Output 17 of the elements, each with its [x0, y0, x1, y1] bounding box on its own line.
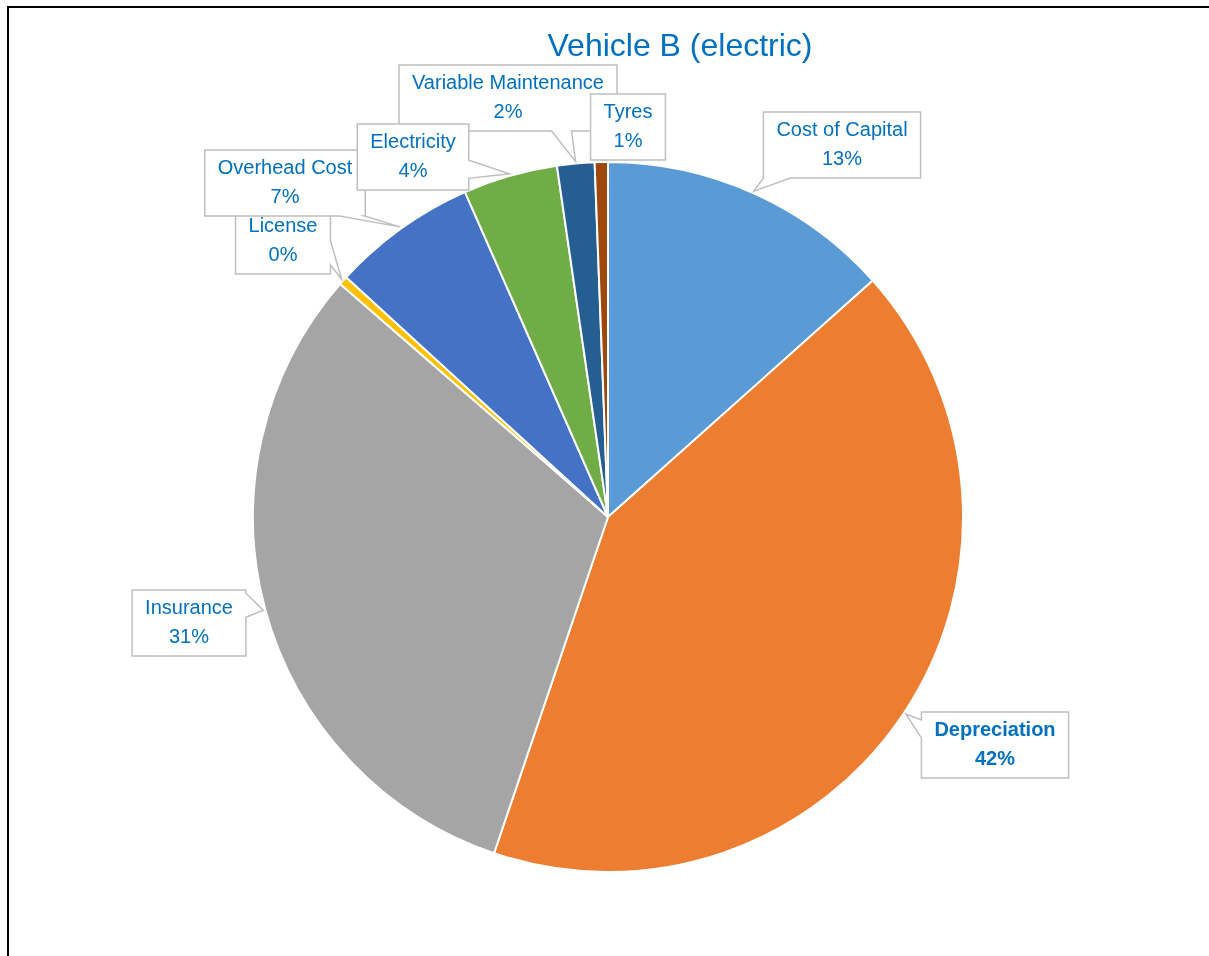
slice-label: Tyres — [603, 100, 653, 123]
data-label: 4% — [398, 159, 428, 182]
chart-title: Vehicle B (electric) — [546, 27, 814, 64]
slice-label: License — [248, 214, 318, 237]
data-label: 31% — [168, 625, 210, 648]
slice-label: Overhead Cost — [217, 156, 353, 179]
slice-label: Variable Maintenance — [412, 71, 604, 94]
slice-label: Electricity — [370, 130, 456, 153]
data-label: 42% — [974, 747, 1016, 770]
data-label: 13% — [821, 147, 863, 170]
data-label: 7% — [270, 185, 300, 208]
slice-label: Insurance — [145, 596, 233, 619]
slice-label: Cost of Capital — [776, 118, 908, 141]
data-label: 1% — [613, 129, 643, 152]
data-label: 0% — [268, 243, 298, 266]
data-label: 2% — [493, 100, 523, 123]
slice-label: Depreciation — [934, 718, 1056, 741]
